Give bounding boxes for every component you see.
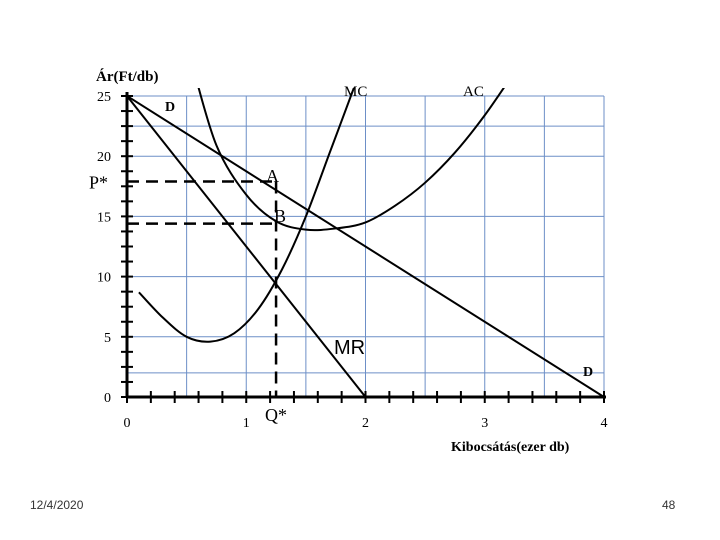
slide-page-number: 48 bbox=[662, 498, 676, 512]
point-b-label: B bbox=[274, 206, 286, 226]
x-tick-label: 4 bbox=[601, 416, 608, 431]
x-tick-label: 2 bbox=[362, 416, 369, 431]
demand-label-bottom: D bbox=[583, 365, 593, 380]
series-ac-line bbox=[197, 88, 505, 232]
series-mc-line bbox=[138, 88, 355, 343]
x-tick-label: 3 bbox=[481, 416, 488, 431]
q-star-label: Q* bbox=[265, 405, 287, 425]
y-axis-title: Ár(Ft/db) bbox=[96, 68, 159, 85]
y-tick-label: 10 bbox=[97, 271, 111, 286]
mc-label: MC bbox=[344, 84, 367, 100]
series-mr-line bbox=[127, 95, 367, 398]
y-tick-label: 20 bbox=[97, 150, 111, 165]
mr-label: MR bbox=[334, 337, 365, 359]
x-tick-label: 1 bbox=[243, 416, 250, 431]
y-tick-label: 5 bbox=[104, 331, 111, 346]
series-d-line bbox=[127, 95, 605, 398]
y-tick-label: 0 bbox=[104, 391, 111, 406]
x-axis-title: Kibocsátás(ezer db) bbox=[451, 440, 570, 455]
chart-guides bbox=[127, 180, 278, 397]
slide-date: 12/4/2020 bbox=[30, 498, 84, 512]
point-a-label: A bbox=[266, 166, 279, 186]
y-tick-label: 25 bbox=[97, 90, 111, 105]
chart-ticks bbox=[121, 95, 605, 403]
chart-curves bbox=[127, 88, 605, 398]
demand-label-top: D bbox=[165, 100, 175, 115]
x-tick-label: 0 bbox=[124, 416, 131, 431]
chart-axes bbox=[125, 92, 606, 399]
chart-grid bbox=[126, 95, 605, 398]
chart-labels: 0 1 2 3 4 0 5 10 15 20 25 Ár(Ft/db) Kibocsátás(ezer … bbox=[89, 68, 608, 455]
p-star-label: P* bbox=[89, 172, 108, 192]
ac-label: AC bbox=[463, 84, 484, 100]
y-tick-label: 15 bbox=[97, 210, 111, 225]
